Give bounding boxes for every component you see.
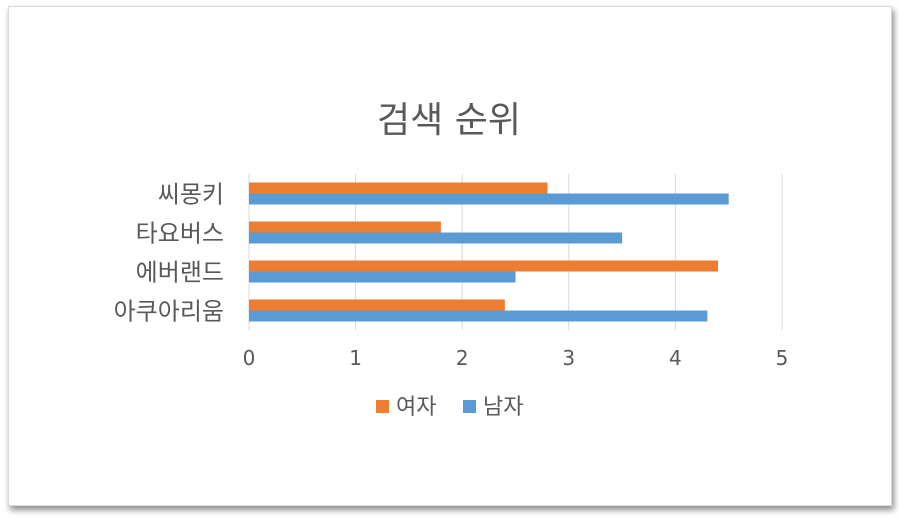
legend-swatch bbox=[463, 400, 476, 413]
category-label: 에버랜드 bbox=[136, 259, 224, 287]
bar-female bbox=[249, 260, 719, 272]
category-label: 아쿠아리움 bbox=[114, 298, 224, 326]
bar-male bbox=[249, 271, 516, 283]
x-tick-label: 1 bbox=[349, 346, 362, 370]
chart-title: 검색 순위 bbox=[377, 100, 521, 141]
bar-male bbox=[249, 310, 708, 322]
x-tick-label: 4 bbox=[669, 346, 682, 370]
category-label: 타요버스 bbox=[136, 220, 224, 248]
chart-frame bbox=[8, 6, 892, 506]
x-tick-label: 0 bbox=[243, 346, 256, 370]
bar-female bbox=[249, 221, 441, 233]
legend-swatch bbox=[376, 400, 389, 413]
x-tick-labels: 0 1 2 3 4 5 bbox=[243, 346, 789, 370]
bars bbox=[249, 182, 729, 322]
category-label: 씨몽키 bbox=[158, 181, 224, 209]
x-tick-label: 2 bbox=[456, 346, 469, 370]
legend: 여자 남자 bbox=[376, 395, 523, 420]
bar-male bbox=[249, 193, 729, 205]
x-tick-label: 5 bbox=[776, 346, 789, 370]
category-labels: 아쿠아리움 에버랜드 타요버스 씨몽키 bbox=[114, 181, 224, 326]
legend-label: 남자 bbox=[483, 395, 523, 420]
bar-female bbox=[249, 182, 548, 194]
bar-male bbox=[249, 232, 623, 244]
legend-label: 여자 bbox=[396, 395, 436, 420]
bar-female bbox=[249, 299, 505, 311]
x-tick-label: 3 bbox=[562, 346, 575, 370]
